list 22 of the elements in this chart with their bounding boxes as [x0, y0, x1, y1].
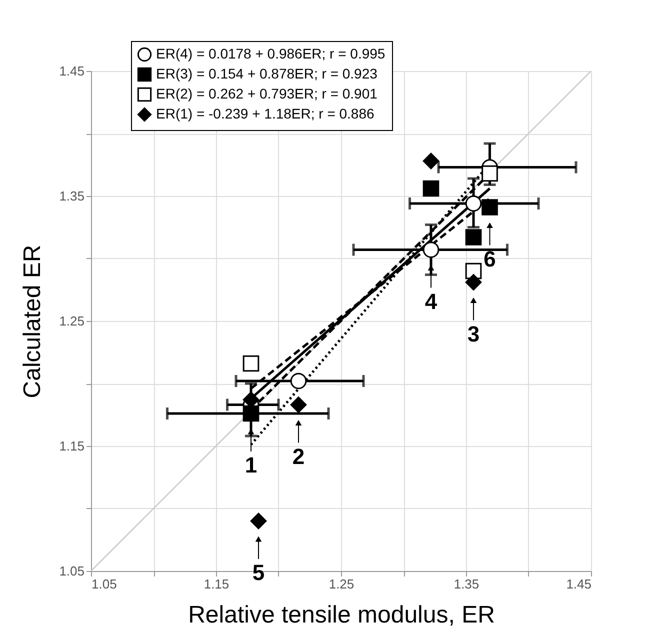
y-tick-label: 1.35	[59, 188, 84, 204]
y-tick-label: 1.45	[59, 64, 84, 78]
x-tick-label: 1.35	[454, 576, 480, 592]
legend-label: ER(1) = -0.239 + 1.18ER; r = 0.886	[156, 106, 375, 122]
y-tick-label: 1.15	[59, 438, 84, 454]
x-tick-label: 1.05	[92, 576, 117, 592]
x-axis-title: Relative tensile modulus, ER	[188, 602, 495, 628]
y-tick-label: 1.05	[59, 564, 84, 578]
annotation: 1	[244, 452, 258, 478]
y-tick-label: 1.25	[59, 314, 84, 328]
x-tick-label: 1.45	[566, 576, 592, 592]
legend-label: ER(4) = 0.0178 + 0.986ER; r = 0.995	[156, 46, 386, 62]
annotation: 3	[467, 321, 480, 346]
legend-label: ER(3) = 0.154 + 0.878ER; r = 0.923	[156, 66, 378, 82]
x-tick-label: 1.25	[328, 576, 354, 592]
legend-label: ER(2) = 0.262 + 0.793ER; r = 0.901	[156, 86, 378, 102]
annotation: 6	[484, 246, 496, 272]
annotation: 5	[252, 560, 265, 585]
x-tick-label: 1.15	[204, 576, 230, 592]
annotation: 4	[424, 288, 438, 314]
annotation: 2	[292, 444, 305, 469]
y-axis-title: Calculated ER	[19, 244, 46, 398]
